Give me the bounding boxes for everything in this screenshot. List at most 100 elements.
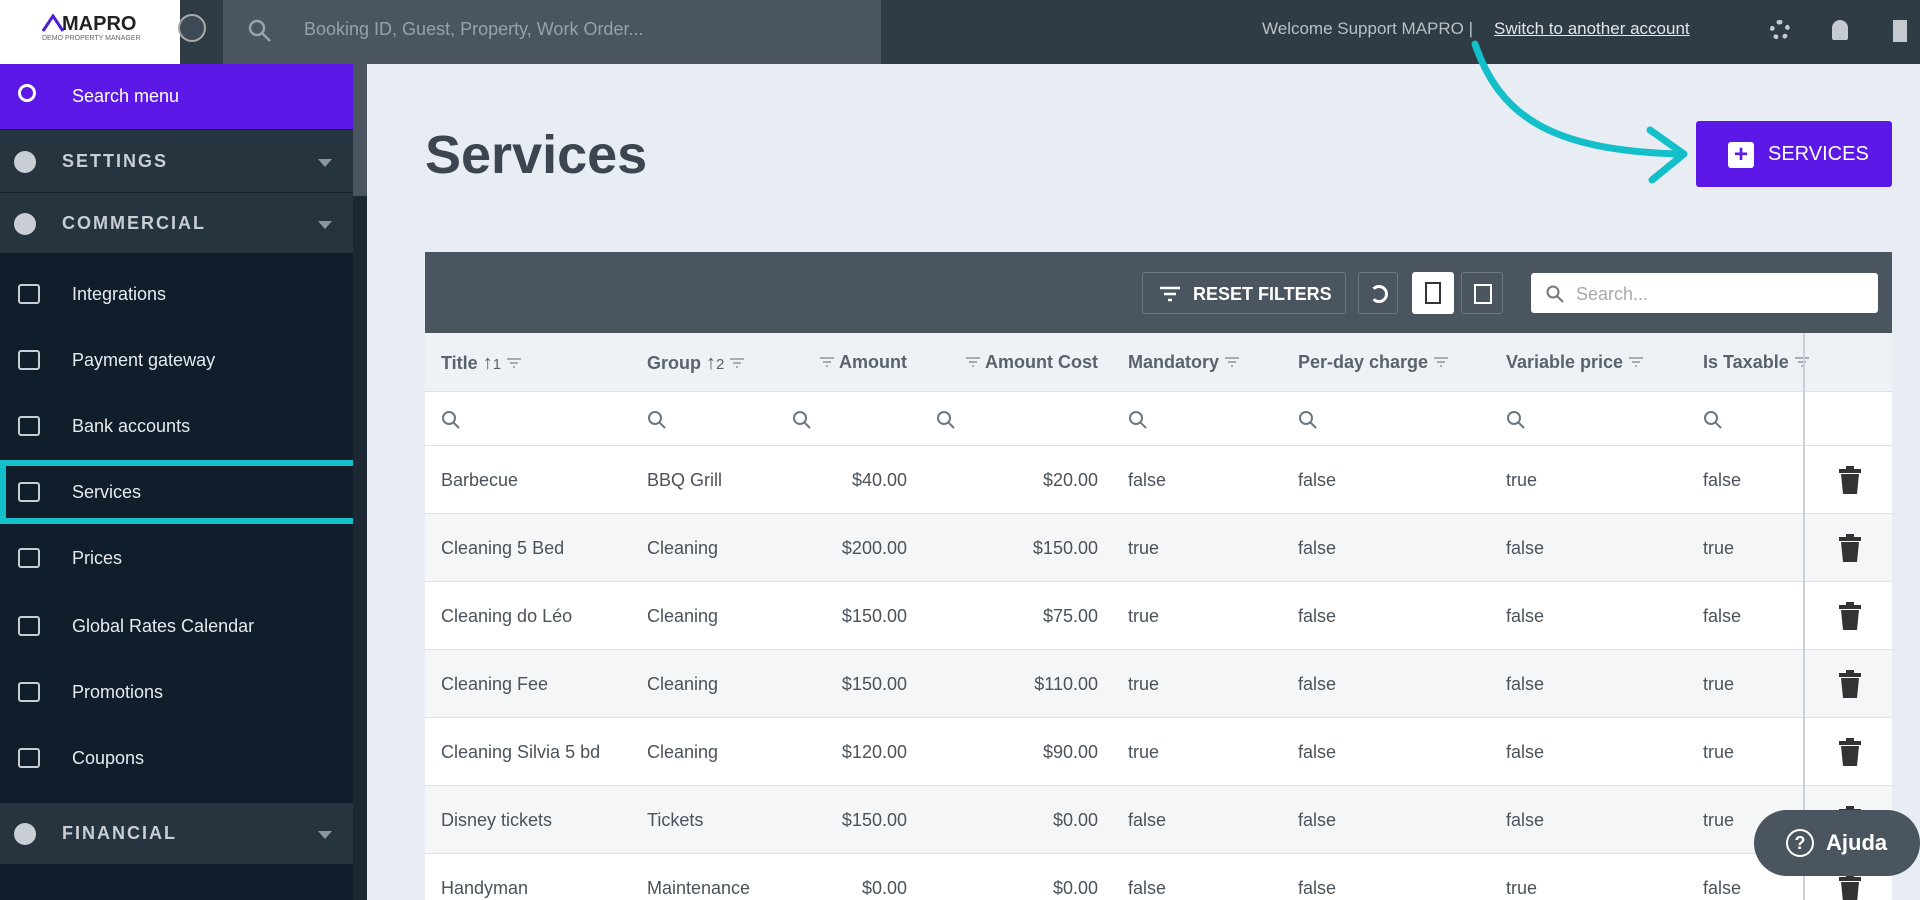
table-cell: false xyxy=(1506,538,1545,558)
services-table: RESET FILTERS Search... Title ↑1 Group ↑… xyxy=(425,252,1892,900)
column-filter[interactable] xyxy=(647,410,666,429)
delete-button[interactable] xyxy=(1839,874,1861,900)
column-label: Title xyxy=(441,353,478,373)
search-icon xyxy=(1546,285,1564,303)
sidebar-item-active[interactable]: Services xyxy=(0,460,367,524)
column-label: Per-day charge xyxy=(1298,352,1429,372)
export-pdf-button[interactable] xyxy=(1412,272,1454,314)
column-header[interactable]: Group ↑2 xyxy=(647,352,745,375)
page-title: Services xyxy=(425,125,648,185)
sidebar-item[interactable]: Global Rates Calendar xyxy=(0,594,367,658)
column-label: Amount xyxy=(839,352,907,372)
table-cell: $110.00 xyxy=(1034,674,1098,694)
logo-box: MAPRO DEMO PROPERTY MANAGER xyxy=(0,0,180,64)
table-row: Cleaning Fee Cleaning $150.00 $110.00 true fa… xyxy=(425,650,1892,718)
table-cell: $120.00 xyxy=(841,742,907,762)
sidebar-item[interactable]: Coupons xyxy=(0,726,367,790)
header-row: Title ↑1 Group ↑2 Amount Amount Cost Mand… xyxy=(425,333,1892,392)
item-icon xyxy=(18,616,40,636)
column-header[interactable]: Amount Cost xyxy=(858,352,1098,373)
table-cell: $150.00 xyxy=(1032,538,1098,558)
table-cell: $90.00 xyxy=(1042,742,1098,762)
section-icon xyxy=(14,212,36,235)
column-header[interactable]: Title ↑1 xyxy=(441,352,522,375)
switch-account-link[interactable]: Switch to another account xyxy=(1494,19,1690,38)
column-header[interactable]: Amount xyxy=(767,352,907,373)
delete-button[interactable] xyxy=(1839,738,1861,766)
item-label: Promotions xyxy=(72,682,164,702)
column-filter[interactable] xyxy=(1506,410,1525,429)
reset-filters-label: RESET FILTERS xyxy=(1193,284,1332,304)
column-label: Mandatory xyxy=(1128,352,1220,372)
sidebar-section[interactable]: FINANCIAL xyxy=(0,802,353,864)
sidebar-item[interactable]: Promotions xyxy=(0,660,367,724)
delete-button[interactable] xyxy=(1839,534,1861,562)
sticky-column-divider xyxy=(1803,333,1805,900)
column-filter[interactable] xyxy=(792,410,811,429)
column-filter[interactable] xyxy=(936,410,955,429)
table-cell: false xyxy=(1506,674,1545,694)
item-label: Prices xyxy=(72,548,123,568)
item-label: Payment gateway xyxy=(72,350,216,370)
help-button[interactable]: ? Ajuda xyxy=(1754,810,1920,876)
sidebar-item[interactable]: Payment gateway xyxy=(0,328,367,392)
sidebar-item[interactable]: Bank accounts xyxy=(0,394,367,458)
bell-icon[interactable] xyxy=(1832,20,1848,40)
table-cell: Handyman xyxy=(441,878,529,898)
table-cell: $200.00 xyxy=(841,538,907,558)
filter-row xyxy=(425,392,1892,446)
column-header[interactable]: Is Taxable xyxy=(1703,352,1810,373)
export-xls-button[interactable] xyxy=(1461,272,1503,314)
table-cell: true xyxy=(1128,674,1160,694)
column-header[interactable]: Mandatory xyxy=(1128,352,1240,373)
table-row: Cleaning 5 Bed Cleaning $200.00 $150.00 true… xyxy=(425,514,1892,582)
table-cell: false xyxy=(1298,878,1337,898)
delete-button[interactable] xyxy=(1839,466,1861,494)
delete-button[interactable] xyxy=(1839,602,1861,630)
table-cell: Cleaning xyxy=(647,606,719,626)
sidebar-search[interactable]: Search menu xyxy=(0,64,353,129)
collapse-button[interactable] xyxy=(178,14,206,42)
table-search[interactable]: Search... xyxy=(1531,273,1878,313)
sidebar-section[interactable]: COMMERCIAL xyxy=(0,192,353,253)
column-filter[interactable] xyxy=(1128,410,1147,429)
table-cell: $150.00 xyxy=(841,810,907,830)
plus-icon: + xyxy=(1728,142,1754,168)
column-header[interactable]: Per-day charge xyxy=(1298,352,1449,373)
add-service-button[interactable]: + SERVICES xyxy=(1696,121,1892,187)
item-label: Services xyxy=(72,482,142,502)
sort-arrow: ↑ xyxy=(706,352,717,374)
table-cell: false xyxy=(1703,878,1742,898)
table-cell: false xyxy=(1298,606,1337,626)
sidebar-item[interactable]: Prices xyxy=(0,526,367,590)
table-cell: $75.00 xyxy=(1042,606,1098,626)
global-search[interactable]: Booking ID, Guest, Property, Work Order.… xyxy=(223,0,881,64)
column-label: Variable price xyxy=(1506,352,1624,372)
table-cell: false xyxy=(1506,742,1545,762)
table-cell: Cleaning do Léo xyxy=(441,606,573,626)
table-cell: true xyxy=(1703,810,1735,830)
column-header[interactable]: Variable price xyxy=(1506,352,1644,373)
table-cell: false xyxy=(1506,606,1545,626)
item-label: Bank accounts xyxy=(72,416,191,436)
settings-icon[interactable] xyxy=(1770,20,1790,40)
table-cell: true xyxy=(1703,674,1735,694)
refresh-button[interactable] xyxy=(1358,272,1398,314)
table-cell: Barbecue xyxy=(441,470,519,490)
sidebar-section[interactable]: SETTINGS xyxy=(0,129,353,192)
table-cell: true xyxy=(1128,538,1160,558)
table-cell: true xyxy=(1128,606,1160,626)
xls-icon xyxy=(1474,284,1492,304)
filter-icon xyxy=(1160,286,1180,302)
sidebar: Search menu SETTINGS COMMERCIAL Integration… xyxy=(0,64,367,900)
table-cell: $150.00 xyxy=(841,606,907,626)
reset-filters-button[interactable]: RESET FILTERS xyxy=(1142,272,1346,314)
column-filter[interactable] xyxy=(1703,410,1722,429)
column-filter[interactable] xyxy=(1298,410,1317,429)
sort-arrow: ↑ xyxy=(482,352,493,374)
column-filter[interactable] xyxy=(441,410,460,429)
table-row: Handyman Maintenance $0.00 $0.00 false false t… xyxy=(425,854,1892,900)
delete-button[interactable] xyxy=(1839,670,1861,698)
sidebar-item[interactable]: Integrations xyxy=(0,262,367,326)
logout-icon[interactable] xyxy=(1893,20,1907,42)
